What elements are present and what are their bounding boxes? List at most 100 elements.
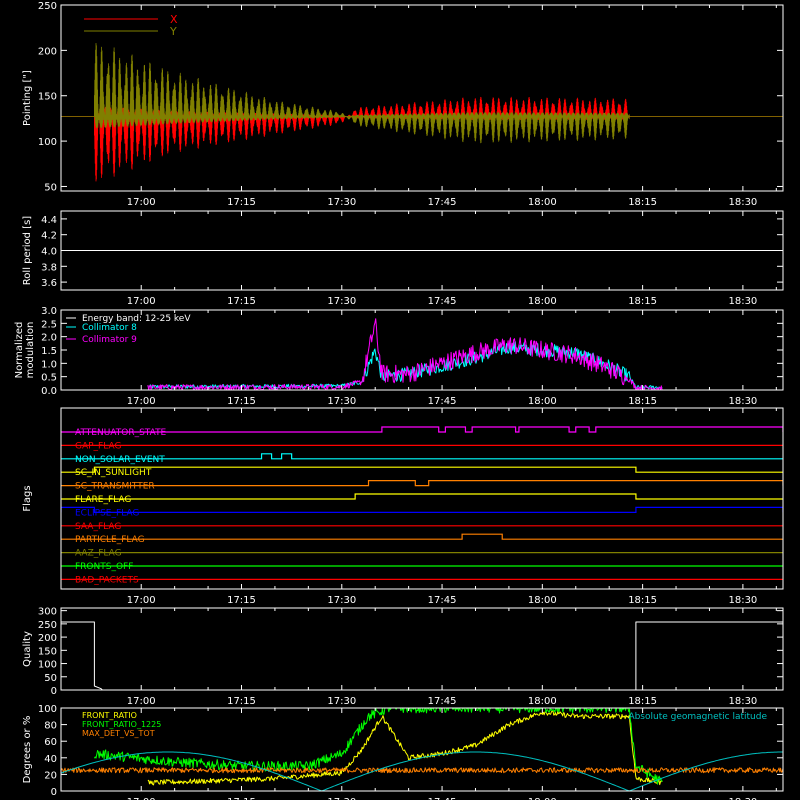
x-tick-label: 17:30 — [327, 595, 356, 606]
flag-label: PARTICLE_FLAG — [75, 535, 145, 545]
legend-label: MAX_DET_VS_TOT — [82, 729, 155, 738]
y-axis-label: Quality — [22, 631, 33, 667]
y-tick-label: 3.0 — [41, 306, 57, 317]
legend-title: Energy band: 12-25 keV — [82, 314, 191, 324]
y-axis-label: Roll period [s] — [22, 216, 33, 285]
x-tick-label: 17:30 — [327, 197, 356, 208]
series-max-det-vs-tot — [61, 767, 783, 774]
x-tick-label: 17:00 — [127, 197, 156, 208]
panel-frame — [60, 4, 784, 192]
panel-roll-period: Roll period [s] 17:00 17:15 17:30 17:45 18:00… — [22, 210, 784, 307]
x-tick-label: 18:00 — [528, 696, 557, 707]
flag-line-sc_transmitter — [61, 480, 783, 487]
y-tick-label: 1.5 — [41, 346, 57, 357]
y-tick-label: 200 — [38, 46, 57, 57]
y-axis-label: Flags — [22, 485, 33, 511]
panel-pointing: Pointing ["] 17:00 17:15 17:30 17:45 18:00 18:… — [22, 1, 784, 208]
flag-label: FLARE_FLAG — [75, 495, 131, 505]
x-tick-label: 18:15 — [628, 197, 657, 208]
y-tick-label: 80 — [44, 721, 57, 732]
x-tick-label: 17:45 — [428, 797, 457, 800]
x-tick-label: 18:15 — [628, 595, 657, 606]
x-tick-label: 18:30 — [728, 595, 757, 606]
flag-line-eclipse_flag — [61, 506, 783, 513]
panel-frame — [60, 707, 784, 792]
flag-line-attenuator_state — [61, 426, 783, 433]
legend-label: X — [170, 13, 178, 26]
series-front-ratio — [147, 710, 663, 786]
x-tick-label: 17:00 — [127, 797, 156, 800]
y-tick-label: 50 — [44, 182, 57, 193]
x-tick-label: 17:15 — [227, 595, 256, 606]
x-tick-label: 17:45 — [428, 396, 457, 407]
y-tick-label: 0.0 — [41, 386, 57, 397]
annotation: Absolute geomagnetic latitude — [628, 712, 767, 722]
series-collimator-8 — [147, 341, 663, 390]
x-tick-label: 18:30 — [728, 296, 757, 307]
y-tick-label: 4.2 — [41, 231, 57, 242]
y-tick-label: 1.0 — [41, 359, 57, 370]
x-tick-label: 18:30 — [728, 396, 757, 407]
flag-label: BAD_PACKETS — [75, 575, 139, 585]
flag-label: SAA_FLAG — [75, 522, 121, 532]
y-tick-label: 60 — [44, 737, 57, 748]
flag-line-particle_flag — [61, 533, 783, 540]
y-tick-label: 40 — [44, 754, 57, 765]
x-tick-label: 17:30 — [327, 396, 356, 407]
flag-line-flare_flag — [61, 493, 783, 500]
plot-area — [61, 621, 783, 690]
x-tick-label: 17:30 — [327, 696, 356, 707]
y-axis-label: Normalized — [14, 322, 25, 379]
series-y — [61, 43, 783, 144]
y-tick-label: 3.6 — [41, 278, 57, 289]
series-collimator-9 — [147, 318, 663, 390]
legend-label: Y — [169, 25, 177, 38]
flag-label: FRONTS_OFF — [75, 562, 133, 572]
x-tick-label: 18:15 — [628, 797, 657, 800]
x-tick-label: 18:00 — [528, 197, 557, 208]
panel-quality: Quality 17:00 17:15 17:30 17:45 18:00 18:15 18:… — [22, 607, 784, 707]
y-tick-label: 20 — [44, 770, 57, 781]
y-axis-label: Degrees or % — [22, 716, 33, 784]
plot-area — [61, 426, 783, 580]
x-tick-label: 17:15 — [227, 296, 256, 307]
x-tick-label: 17:45 — [428, 296, 457, 307]
x-tick-label: 17:00 — [127, 595, 156, 606]
x-tick-label: 18:30 — [728, 197, 757, 208]
y-tick-label: 0 — [51, 686, 57, 697]
panel-frame — [60, 607, 784, 691]
panel-ratios: Degrees or % 17:00 17:15 17:30 17:45 18:00 18:… — [22, 704, 784, 800]
flag-label: NON_SOLAR_EVENT — [75, 455, 165, 465]
x-tick-label: 17:00 — [127, 296, 156, 307]
y-tick-label: 4.0 — [41, 247, 57, 258]
y-tick-label: 3.8 — [41, 262, 57, 273]
flag-label: SC_IN_SUNLIGHT — [75, 468, 152, 478]
y-tick-label: 100 — [38, 660, 57, 671]
y-tick-label: 100 — [38, 137, 57, 148]
panel-flags: Flags 17:00 17:15 17:30 17:45 18:00 18:15 18:30… — [22, 407, 784, 606]
y-tick-label: 50 — [44, 673, 57, 684]
panel-modulation: Normalized modulation 17:00 17:15 17:30 17:45… — [14, 306, 784, 407]
y-tick-label: 250 — [38, 620, 57, 631]
x-tick-label: 17:00 — [127, 696, 156, 707]
legend-label: FRONT_RATIO — [82, 711, 137, 720]
x-tick-label: 18:15 — [628, 396, 657, 407]
legend-label: FRONT_RATIO_1225 — [82, 720, 161, 729]
y-axis-label: modulation — [25, 322, 36, 379]
y-tick-label: 0 — [51, 787, 57, 798]
y-tick-label: 200 — [38, 633, 57, 644]
plot-area — [61, 708, 783, 791]
x-tick-label: 17:15 — [227, 696, 256, 707]
y-tick-label: 100 — [38, 704, 57, 715]
series-front-ratio-1225 — [93, 708, 663, 785]
flag-label: GAP_FLAG — [75, 441, 121, 451]
legend-label: Collimator 8 — [82, 323, 137, 333]
x-tick-label: 18:00 — [528, 396, 557, 407]
y-tick-label: 150 — [38, 646, 57, 657]
flag-label: AAZ_FLAG — [75, 549, 122, 559]
x-tick-label: 17:15 — [227, 396, 256, 407]
legend-label: Collimator 9 — [82, 335, 137, 345]
x-tick-label: 18:15 — [628, 696, 657, 707]
y-tick-label: 250 — [38, 1, 57, 12]
